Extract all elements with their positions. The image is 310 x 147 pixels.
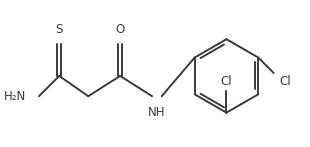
Text: H₂N: H₂N xyxy=(4,90,26,103)
Text: Cl: Cl xyxy=(221,75,232,87)
Text: S: S xyxy=(55,23,63,36)
Text: Cl: Cl xyxy=(280,75,291,88)
Text: O: O xyxy=(116,23,125,36)
Text: NH: NH xyxy=(148,106,166,119)
